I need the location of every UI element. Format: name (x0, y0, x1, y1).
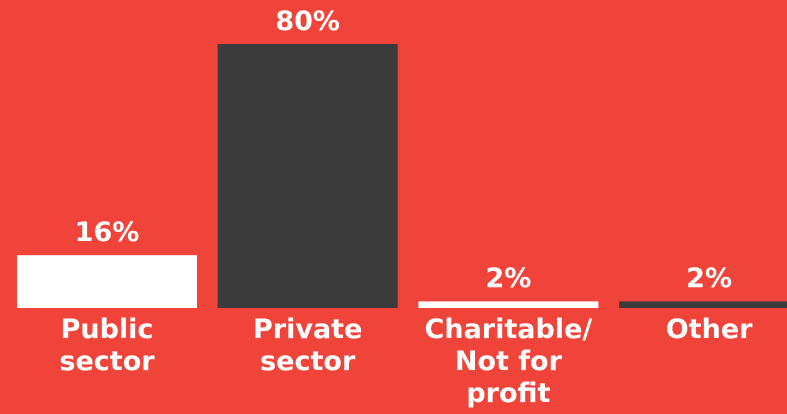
category-label: Other (665, 314, 753, 345)
bar (619, 301, 787, 308)
bar (17, 255, 197, 308)
value-label: 80% (275, 6, 340, 37)
category-label: Charitable/ Not for profit (424, 314, 593, 409)
bar (217, 44, 398, 308)
category-label: Public sector (59, 314, 155, 377)
bar (418, 301, 599, 308)
category-label: Private sector (252, 314, 363, 377)
value-label: 2% (686, 263, 733, 295)
value-label: 16% (74, 217, 140, 249)
value-label: 2% (485, 263, 532, 295)
